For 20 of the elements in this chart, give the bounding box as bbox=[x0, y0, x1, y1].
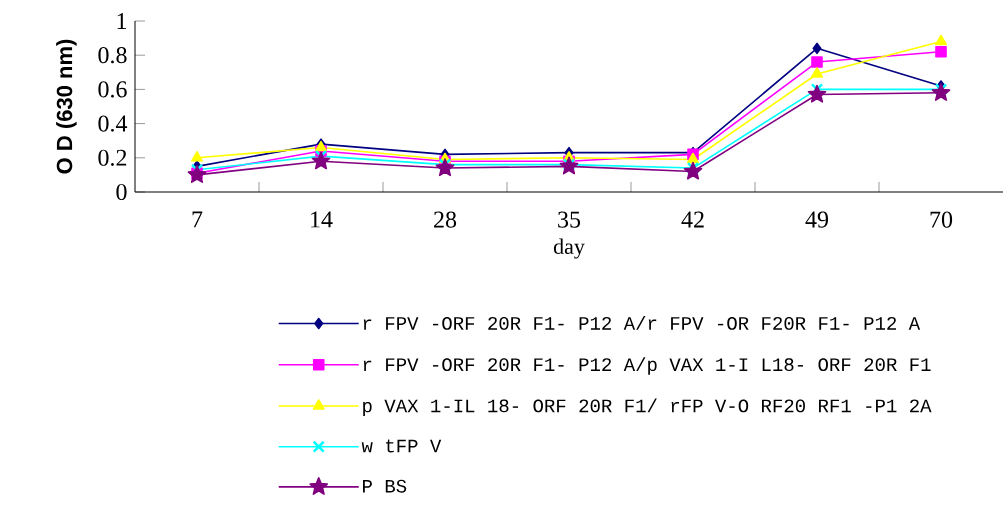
x-tick-label: 70 bbox=[930, 211, 953, 228]
y-tick-label: 0.8 bbox=[98, 47, 127, 64]
x-axis-title: day bbox=[553, 238, 585, 259]
legend-label: w tFP V bbox=[361, 439, 442, 453]
legend-label: p VAX 1-IL 18- ORF 20R F1/ rFP V-O RF20 RF1 -P1 2A bbox=[363, 398, 932, 417]
legend-label: P BS bbox=[363, 479, 407, 493]
x-tick-label: 7 bbox=[192, 211, 203, 228]
y-tick-label: 0 bbox=[116, 183, 127, 201]
legend-label: r FPV -ORF 20R F1- P12 A/r FPV -OR F20R F1- P12 A bbox=[363, 315, 921, 330]
y-tick-label: 0.6 bbox=[98, 81, 127, 98]
y-tick-label: 1 bbox=[117, 13, 127, 29]
legend-label: r FPV -ORF 20R F1- P12 A/p VAX 1-I L18- ORF 20R F1 bbox=[363, 357, 931, 375]
x-tick-label: 28 bbox=[434, 211, 457, 228]
x-tick-label: 42 bbox=[681, 211, 704, 228]
y-axis-title: O D (630 nm) bbox=[56, 39, 77, 174]
x-tick-label: 14 bbox=[311, 211, 333, 228]
y-tick-label: 0.4 bbox=[98, 115, 128, 132]
x-tick-label: 35 bbox=[558, 211, 581, 228]
x-tick-label: 49 bbox=[805, 211, 829, 228]
y-tick-label: 0.2 bbox=[98, 149, 127, 166]
